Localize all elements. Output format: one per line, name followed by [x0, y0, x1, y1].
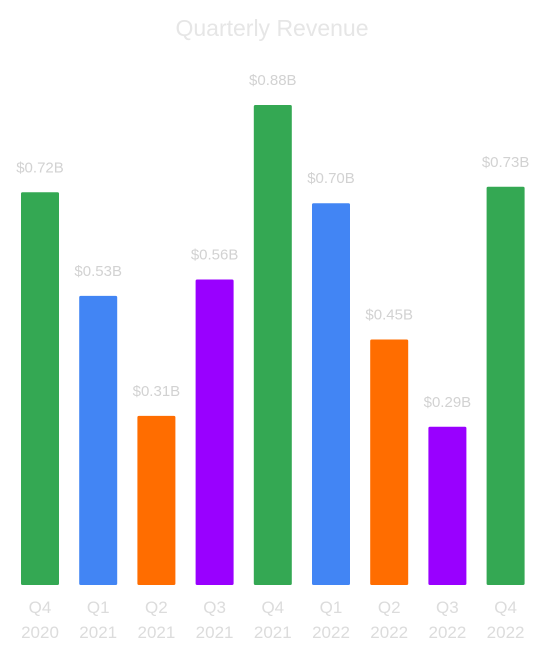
x-tick-label-5-line-1: 2022: [312, 623, 350, 642]
x-tick-label-7-line-0: Q3: [436, 598, 459, 617]
x-tick-label-7: Q3 2022: [428, 598, 466, 642]
x-tick-label-6: Q2 2022: [370, 598, 408, 642]
x-tick-label-1-line-1: 2021: [79, 623, 117, 642]
bar-2: [137, 415, 176, 585]
x-tick-label-5: Q1 2022: [312, 598, 350, 642]
x-tick-label-1-line-0: Q1: [87, 598, 110, 617]
x-tick-label-6-line-1: 2022: [370, 623, 408, 642]
x-tick-label-3: Q3 2021: [196, 598, 234, 642]
x-tick-label-2: Q2 2021: [137, 598, 175, 642]
x-axis-tick-labels: Q4 2020 Q1 2021 Q2 2021 Q3 2021 Q4 2021 Q1 2022 Q2 20…: [21, 598, 524, 642]
x-tick-label-2-line-0: Q2: [145, 598, 168, 617]
x-tick-label-8-line-1: 2022: [487, 623, 525, 642]
x-tick-label-2-line-1: 2021: [137, 623, 175, 642]
x-tick-label-7-line-1: 2022: [428, 623, 466, 642]
value-label-5: $0.70B: [307, 170, 355, 187]
bar-0: [21, 192, 59, 586]
value-label-6: $0.45B: [365, 307, 413, 324]
value-label-7: $0.29B: [424, 394, 472, 411]
bar-5: [312, 203, 350, 585]
chart-title: Quarterly Revenue: [175, 15, 368, 41]
value-label-0: $0.72B: [16, 159, 64, 176]
x-tick-label-5-line-0: Q1: [320, 598, 343, 617]
bar-6: [370, 339, 409, 585]
x-tick-label-0-line-0: Q4: [29, 598, 52, 617]
bar-7: [428, 426, 467, 585]
bar-3: [195, 279, 234, 585]
x-tick-label-8: Q4 2022: [487, 598, 525, 642]
value-labels-group: $0.72B $0.53B $0.31B $0.56B $0.88B $0.70B $0.4…: [16, 72, 529, 411]
x-tick-label-4-line-1: 2021: [254, 623, 292, 642]
value-label-2: $0.31B: [133, 383, 181, 400]
x-tick-label-3-line-0: Q3: [203, 598, 226, 617]
bar-1: [79, 295, 118, 585]
bars-group: [21, 105, 525, 586]
x-tick-label-6-line-0: Q2: [378, 598, 401, 617]
x-tick-label-4-line-0: Q4: [261, 598, 284, 617]
value-label-1: $0.53B: [74, 263, 122, 280]
value-label-3: $0.56B: [191, 247, 239, 264]
value-label-8: $0.73B: [482, 154, 530, 171]
x-tick-label-4: Q4 2021: [254, 598, 292, 642]
x-tick-label-8-line-0: Q4: [494, 598, 517, 617]
x-tick-label-0-line-1: 2020: [21, 623, 59, 642]
x-tick-label-0: Q4 2020: [21, 598, 59, 642]
bar-8: [486, 186, 525, 586]
bar-4: [253, 105, 292, 585]
value-label-4: $0.88B: [249, 72, 297, 89]
x-tick-label-1: Q1 2021: [79, 598, 117, 642]
x-tick-label-3-line-1: 2021: [196, 623, 234, 642]
